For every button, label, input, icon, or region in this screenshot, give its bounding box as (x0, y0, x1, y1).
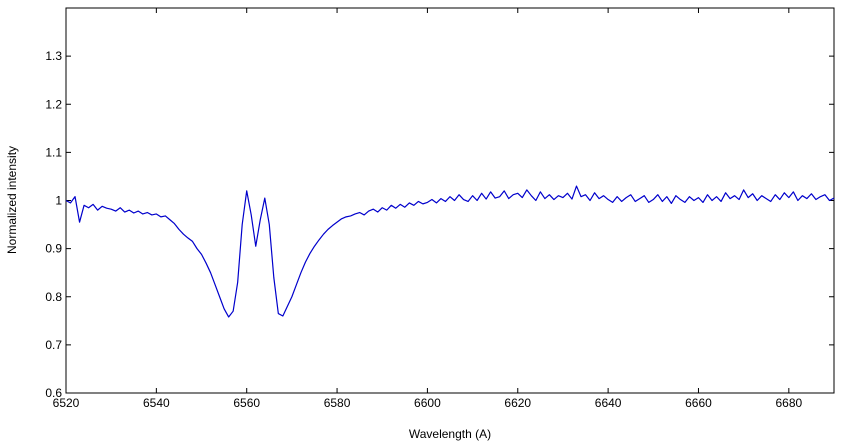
y-tick-label: 0.7 (45, 338, 62, 352)
x-tick-label: 6600 (414, 396, 441, 410)
y-axis-label: Normalized intensity (5, 146, 19, 254)
y-tick-label: 1.1 (45, 145, 62, 159)
y-tick-label: 1.3 (45, 49, 62, 63)
plot-frame (65, 7, 835, 394)
x-tick-label: 6640 (595, 396, 622, 410)
x-tick-label: 6560 (233, 396, 260, 410)
y-tick-label: 0.9 (45, 242, 62, 256)
x-tick-label: 6520 (53, 396, 80, 410)
y-tick-label: 1 (55, 194, 62, 208)
x-tick-label: 6680 (775, 396, 802, 410)
y-tick-label: 1.2 (45, 97, 62, 111)
x-tick-label: 6540 (143, 396, 170, 410)
x-tick-label: 6580 (324, 396, 351, 410)
y-tick-label: 0.8 (45, 290, 62, 304)
x-axis-label: Wavelength (A) (409, 427, 491, 441)
spectrum-line (65, 185, 835, 318)
y-tick-label: 0.6 (45, 386, 62, 400)
x-tick-label: 6660 (685, 396, 712, 410)
x-tick-label: 6620 (504, 396, 531, 410)
